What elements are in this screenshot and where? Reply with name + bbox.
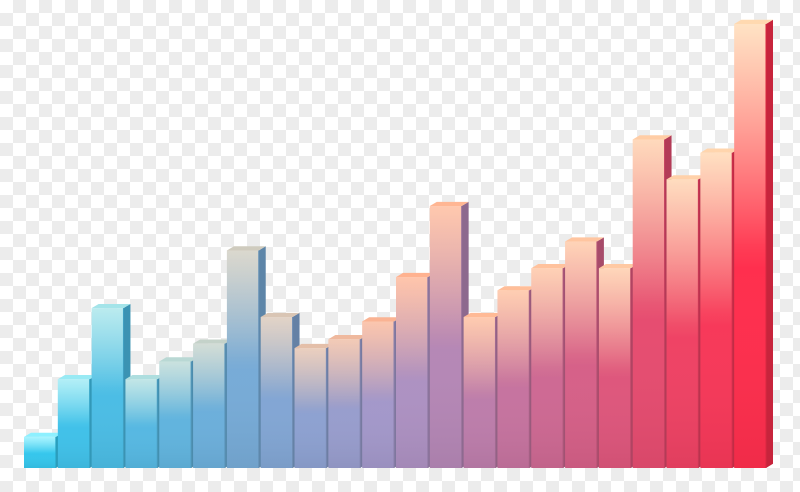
- bar-top-face: [328, 335, 368, 340]
- bar-20: [666, 175, 706, 468]
- bar-top-face: [700, 148, 740, 153]
- bar-top-face: [666, 175, 706, 180]
- bar-top-face: [159, 357, 199, 362]
- bar-sheen: [497, 290, 530, 468]
- bar-top-face: [565, 237, 604, 242]
- bar-3: [91, 303, 131, 468]
- bar-sheen: [260, 317, 293, 468]
- bar-sheen: [565, 241, 597, 468]
- bar-13: [429, 201, 469, 469]
- bar-sheen: [328, 339, 361, 468]
- bar-top-face: [734, 19, 773, 24]
- bar-7: [226, 246, 266, 468]
- bar-top-face: [598, 264, 638, 269]
- bar-top-face: [91, 303, 131, 309]
- bar-sheen: [632, 139, 665, 468]
- bar-top-face: [260, 312, 300, 318]
- bar-19: [632, 135, 672, 469]
- bar-12: [396, 272, 435, 468]
- bar-sheen: [24, 436, 56, 468]
- bar-4: [125, 375, 165, 468]
- bar-sheen: [734, 24, 766, 468]
- bar-22: [734, 19, 773, 469]
- bar-10: [328, 335, 368, 468]
- bar-sheen: [362, 321, 394, 468]
- bar-top-face: [362, 317, 401, 322]
- bar-15: [497, 286, 537, 468]
- bar-top-face: [193, 339, 232, 344]
- bar-5: [159, 357, 199, 468]
- bar-top-face: [632, 135, 672, 140]
- bar-top-face: [24, 432, 63, 437]
- bar-sheen: [57, 379, 90, 468]
- bar-sheen: [226, 250, 259, 468]
- bar-sheen: [429, 206, 462, 469]
- bar-sheen: [531, 268, 564, 468]
- bar-top-face: [429, 201, 469, 207]
- bar-top-face: [396, 272, 435, 278]
- bar-sheen: [700, 152, 733, 468]
- bar-top-face: [226, 246, 266, 251]
- bar-top-face: [463, 312, 503, 318]
- bar-top-face: [294, 343, 334, 349]
- bar-17: [565, 237, 604, 468]
- bar-6: [193, 339, 232, 468]
- bar-sheen: [294, 348, 327, 468]
- bar-14: [463, 312, 503, 468]
- bar-1: [24, 432, 63, 468]
- bar-top-face: [497, 286, 537, 291]
- bar-side-face: [766, 19, 773, 469]
- bar-sheen: [463, 317, 496, 468]
- bar-top-face: [125, 375, 165, 380]
- bar-16: [531, 264, 571, 468]
- bar-9: [294, 343, 334, 468]
- bar-8: [260, 312, 300, 468]
- bar-sheen: [91, 308, 124, 468]
- bar-sheen: [125, 379, 158, 468]
- bar-sheen: [666, 179, 699, 468]
- bar-sheen: [396, 277, 428, 468]
- bar-sheen: [159, 361, 192, 468]
- bar-top-face: [57, 375, 97, 380]
- bar-18: [598, 264, 638, 468]
- bars-layer: [24, 19, 773, 469]
- bar-2: [57, 375, 97, 468]
- bar-sheen: [598, 268, 631, 468]
- bar-sheen: [193, 343, 225, 468]
- bar-top-face: [531, 264, 571, 269]
- bar-21: [700, 148, 740, 468]
- bar-11: [362, 317, 401, 468]
